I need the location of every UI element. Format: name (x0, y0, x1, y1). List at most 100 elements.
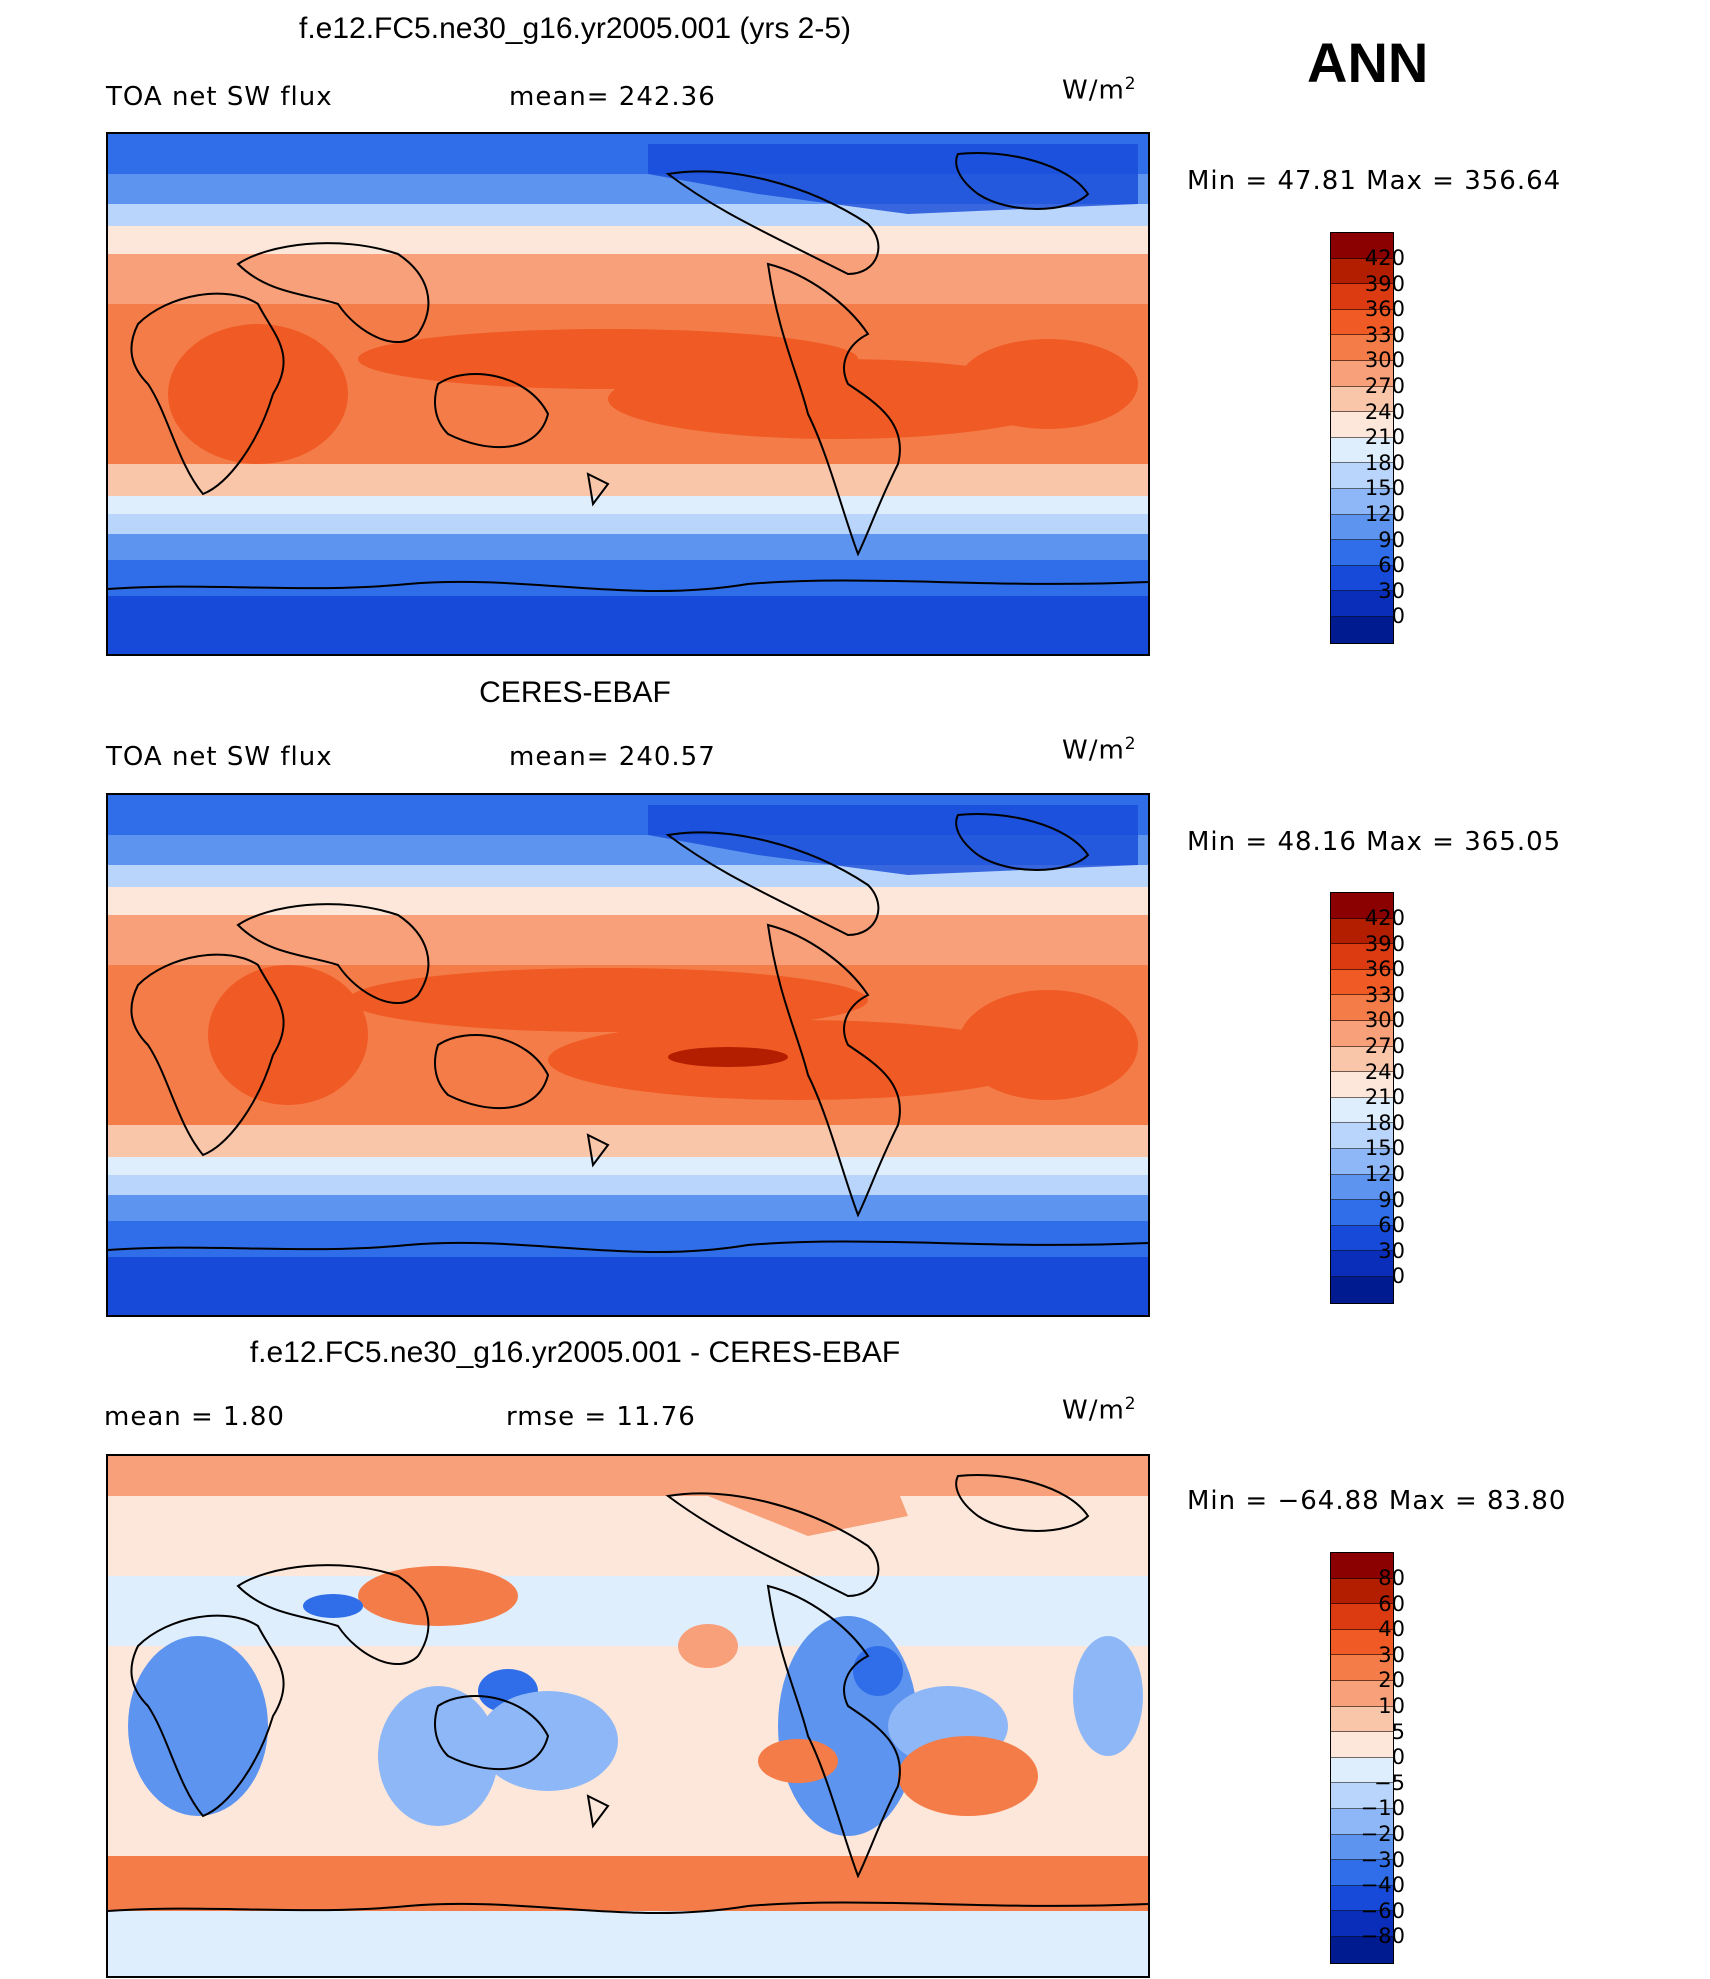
panel3-mean: mean = 1.80 (104, 1402, 285, 1432)
panel2-colorbar-tick: 390 (1364, 931, 1405, 956)
panel3-colorbar-swatch (1331, 1757, 1393, 1784)
panel1-colorbar-swatch (1331, 360, 1393, 387)
panel2-colorbar-tick: 240 (1364, 1059, 1405, 1084)
panel1-colorbar-tick: 330 (1364, 322, 1405, 347)
panel1-colorbar-swatch (1331, 514, 1393, 541)
panel2-field (108, 795, 1148, 1315)
panel3-colorbar-swatch (1331, 1911, 1393, 1937)
panel3-colorbar-swatch (1331, 1732, 1393, 1758)
panel2-minmax: Min = 48.16 Max = 365.05 (1187, 827, 1562, 857)
panel3-colorbar-swatch (1331, 1680, 1393, 1707)
panel2-colorbar-tick: 150 (1364, 1136, 1405, 1161)
panel3-title: f.e12.FC5.ne30_g16.yr2005.001 - CERES-EB… (249, 1336, 901, 1369)
panel2-colorbar-swatch (1331, 1251, 1393, 1277)
panel1-colorbar-swatch (1331, 386, 1393, 413)
panel3-units: W/m2 (1062, 1394, 1137, 1426)
panel3-field (108, 1456, 1148, 1976)
panel3-colorbar-swatch (1331, 1936, 1393, 1963)
panel1-colorbar (1330, 232, 1394, 644)
panel3-colorbar-swatch (1331, 1783, 1393, 1809)
panel2-colorbar-tick: 360 (1364, 957, 1405, 982)
panel3-colorbar-swatch (1331, 1578, 1393, 1605)
panel2-colorbar-swatch (1331, 1123, 1393, 1149)
panel3-colorbar-tick: 30 (1378, 1642, 1405, 1667)
panel3-colorbar-tick: −30 (1360, 1847, 1405, 1872)
panel1-colorbar-swatch (1331, 488, 1393, 515)
panel1-title: f.e12.FC5.ne30_g16.yr2005.001 (yrs 2-5) (299, 12, 851, 45)
panel2-colorbar-tick: 180 (1364, 1110, 1405, 1135)
panel3-colorbar-tick: 0 (1391, 1745, 1405, 1770)
panel3-colorbar (1330, 1552, 1394, 1964)
panel3-colorbar-swatch (1331, 1553, 1393, 1579)
panel3-colorbar-tick: 20 (1378, 1668, 1405, 1693)
panel3-colorbar-tick: 80 (1378, 1566, 1405, 1590)
panel1-colorbar-swatch (1331, 616, 1393, 643)
panel3-colorbar-swatch (1331, 1834, 1393, 1861)
panel1-colorbar-swatch (1331, 591, 1393, 617)
panel3-colorbar-tick: −40 (1360, 1873, 1405, 1898)
panel3-colorbar-tick: 10 (1378, 1694, 1405, 1718)
panel2-colorbar-tick: 0 (1391, 1264, 1405, 1289)
panel1-colorbar-tick: 300 (1364, 348, 1405, 373)
panel2-colorbar-tick: 330 (1364, 982, 1405, 1007)
panel1-colorbar-tick: 120 (1364, 502, 1405, 526)
panel3-minmax: Min = −64.88 Max = 83.80 (1187, 1486, 1567, 1516)
panel2-colorbar-swatch (1331, 1174, 1393, 1201)
panel2-colorbar (1330, 892, 1394, 1304)
panel2-colorbar-tick: 120 (1364, 1162, 1405, 1186)
panel2-colorbar-swatch (1331, 1020, 1393, 1047)
panel2-colorbar-swatch (1331, 969, 1393, 996)
panel2-colorbar-swatch (1331, 1046, 1393, 1073)
panel2-colorbar-swatch (1331, 1148, 1393, 1175)
panel1-colorbar-swatch (1331, 437, 1393, 464)
panel2-units: W/m2 (1062, 734, 1137, 766)
panel1-colorbar-swatch (1331, 412, 1393, 438)
panel3-colorbar-tick: 60 (1378, 1591, 1405, 1616)
panel2-colorbar-swatch (1331, 1097, 1393, 1124)
panel2-colorbar-tick: 90 (1378, 1187, 1405, 1212)
panel1-colorbar-swatch (1331, 258, 1393, 285)
panel3-colorbar-tick: −60 (1360, 1898, 1405, 1923)
panel3-map (106, 1454, 1150, 1978)
panel2-colorbar-swatch (1331, 1225, 1393, 1252)
panel2-colorbar-swatch (1331, 1276, 1393, 1303)
panel2-colorbar-swatch (1331, 1200, 1393, 1226)
panel3-colorbar-swatch (1331, 1655, 1393, 1681)
panel1-field (108, 134, 1148, 654)
panel2-variable-label: TOA net SW flux (106, 742, 333, 772)
panel3-colorbar-swatch (1331, 1604, 1393, 1630)
panel3-colorbar-tick: 5 (1391, 1719, 1405, 1744)
panel2-colorbar-tick: 300 (1364, 1008, 1405, 1033)
panel1-colorbar-swatch (1331, 540, 1393, 566)
panel1-units: W/m2 (1062, 74, 1137, 106)
panel1-colorbar-tick: 390 (1364, 271, 1405, 296)
panel1-colorbar-tick: 90 (1378, 527, 1405, 552)
panel1-colorbar-swatch (1331, 284, 1393, 310)
panel1-colorbar-tick: 210 (1364, 425, 1405, 450)
panel3-colorbar-tick: −10 (1360, 1796, 1405, 1821)
panel3-colorbar-tick: −80 (1360, 1924, 1405, 1949)
panel2-colorbar-swatch (1331, 893, 1393, 919)
panel2-colorbar-tick: 60 (1378, 1213, 1405, 1238)
panel3-colorbar-swatch (1331, 1860, 1393, 1886)
panel3-colorbar-swatch (1331, 1808, 1393, 1835)
panel1-colorbar-tick: 360 (1364, 297, 1405, 322)
panel1-colorbar-swatch (1331, 565, 1393, 592)
panel3-colorbar-swatch (1331, 1706, 1393, 1733)
panel1-colorbar-tick: 30 (1378, 578, 1405, 603)
panel1-colorbar-tick: 60 (1378, 553, 1405, 578)
panel1-colorbar-swatch (1331, 309, 1393, 336)
panel1-colorbar-tick: 0 (1391, 604, 1405, 629)
panel2-colorbar-tick: 210 (1364, 1085, 1405, 1110)
panel1-mean: mean= 242.36 (509, 82, 716, 112)
panel2-colorbar-swatch (1331, 995, 1393, 1021)
panel1-colorbar-tick: 180 (1364, 450, 1405, 475)
panel1-colorbar-tick: 240 (1364, 399, 1405, 424)
panel2-title: CERES-EBAF (479, 676, 671, 709)
panel2-mean: mean= 240.57 (509, 742, 716, 772)
panel1-map (106, 132, 1150, 656)
panel3-colorbar-tick: 40 (1378, 1617, 1405, 1642)
panel1-variable-label: TOA net SW flux (106, 82, 333, 112)
season-label: ANN (1307, 31, 1429, 94)
